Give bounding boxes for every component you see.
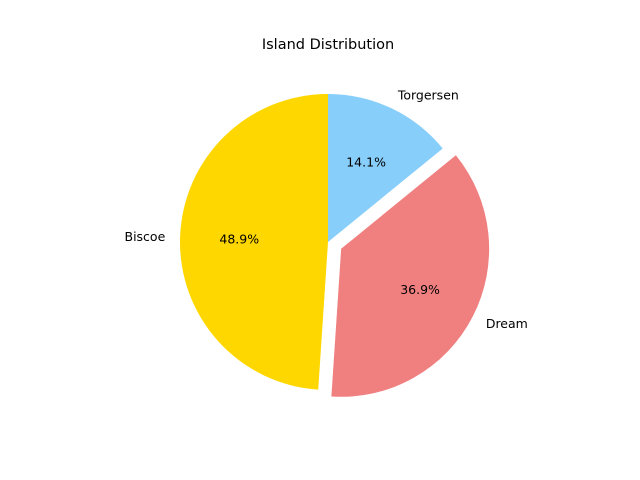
slice-label-biscoe: Biscoe [125,229,166,244]
chart-title: Island Distribution [262,37,394,53]
pie-slice-dream [331,155,490,397]
pie-slice-biscoe [179,94,328,390]
slice-label-dream: Dream [486,316,528,331]
pie-slice-torgersen [328,94,443,242]
pie-group: 14.1% Torgersen 36.9% Dream 48.9% Biscoe [125,87,528,397]
pct-label-torgersen: 14.1% [346,154,386,169]
slice-label-torgersen: Torgersen [397,87,459,102]
pct-label-biscoe: 48.9% [219,232,259,247]
pct-label-dream: 36.9% [400,282,440,297]
